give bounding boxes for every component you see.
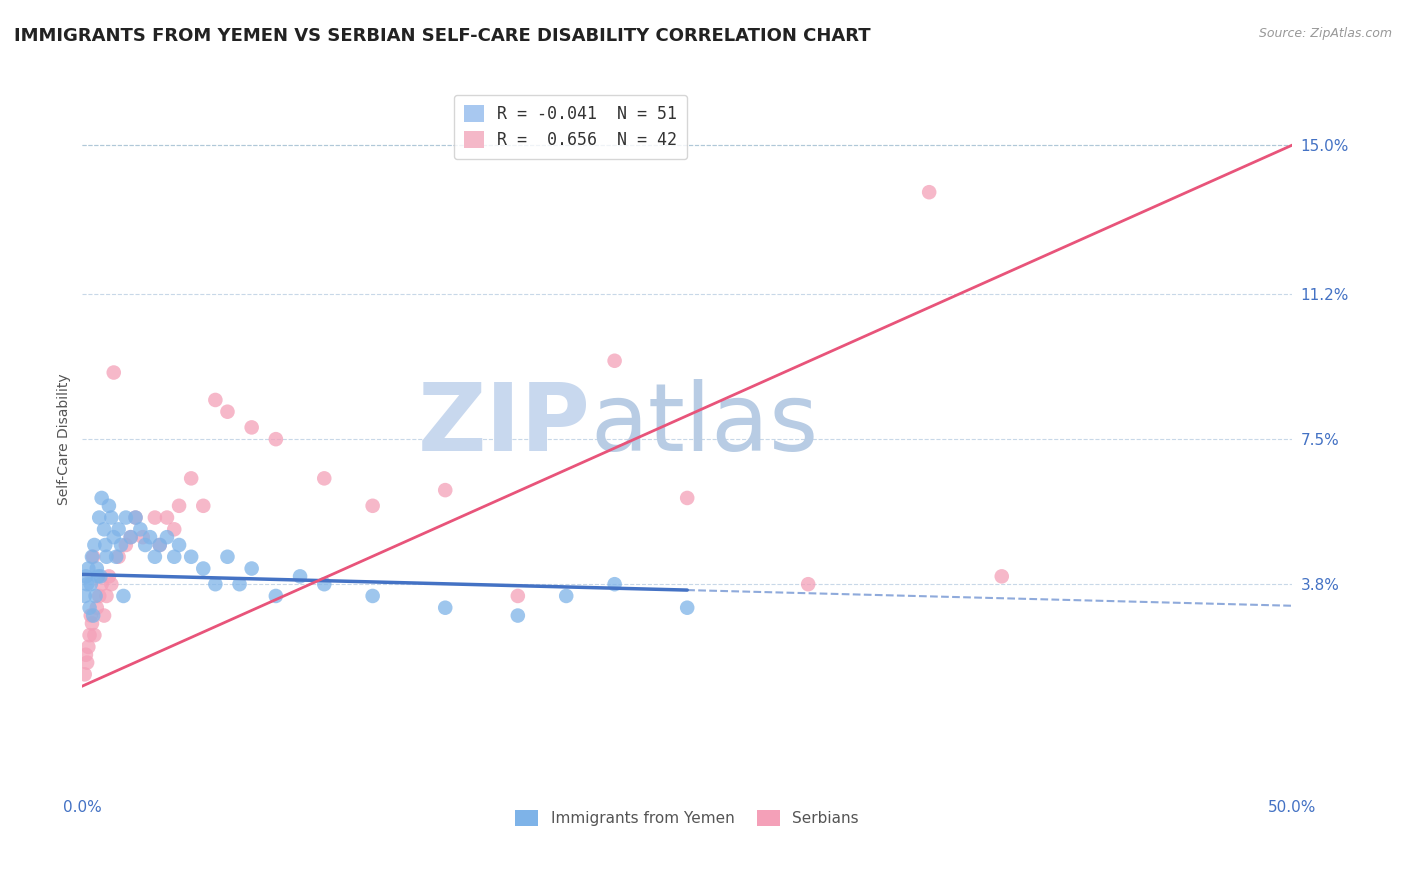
Point: [100, 577, 122, 591]
Point: [75, 648, 97, 662]
Point: [77, 561, 100, 575]
Point: [75, 569, 97, 583]
Point: [264, 432, 287, 446]
Point: [73, 667, 96, 681]
Point: [80, 577, 103, 591]
Point: [361, 589, 384, 603]
Point: [86, 561, 108, 575]
Point: [105, 549, 128, 564]
Point: [434, 600, 457, 615]
Point: [156, 530, 179, 544]
Point: [228, 577, 250, 591]
Point: [89, 569, 111, 583]
Point: [90, 491, 112, 505]
Point: [264, 589, 287, 603]
Point: [134, 538, 156, 552]
Text: atlas: atlas: [591, 379, 818, 471]
Point: [555, 589, 578, 603]
Point: [80, 549, 103, 564]
Point: [143, 510, 166, 524]
Point: [107, 522, 129, 536]
Point: [112, 589, 135, 603]
Point: [676, 600, 699, 615]
Point: [314, 471, 336, 485]
Text: Source: ZipAtlas.com: Source: ZipAtlas.com: [1258, 27, 1392, 40]
Point: [139, 530, 162, 544]
Point: [149, 538, 172, 552]
Point: [990, 569, 1012, 583]
Point: [129, 522, 152, 536]
Point: [603, 353, 626, 368]
Point: [97, 499, 120, 513]
Point: [89, 510, 111, 524]
Point: [217, 405, 239, 419]
Point: [82, 549, 104, 564]
Point: [180, 549, 202, 564]
Point: [434, 483, 457, 497]
Point: [86, 600, 108, 615]
Point: [240, 420, 263, 434]
Point: [79, 600, 101, 615]
Point: [103, 530, 125, 544]
Point: [84, 589, 107, 603]
Point: [167, 499, 190, 513]
Point: [204, 392, 226, 407]
Point: [76, 577, 98, 591]
Point: [82, 608, 104, 623]
Point: [124, 510, 146, 524]
Point: [115, 510, 138, 524]
Point: [193, 561, 215, 575]
Point: [77, 640, 100, 654]
Point: [79, 628, 101, 642]
Point: [676, 491, 699, 505]
Point: [163, 522, 186, 536]
Point: [100, 510, 122, 524]
Point: [918, 185, 941, 199]
Point: [217, 549, 239, 564]
Point: [506, 608, 529, 623]
Text: ZIP: ZIP: [418, 379, 591, 471]
Point: [107, 549, 129, 564]
Point: [87, 569, 110, 583]
Point: [76, 656, 98, 670]
Point: [96, 549, 118, 564]
Point: [603, 577, 626, 591]
Point: [110, 538, 132, 552]
Point: [73, 589, 96, 603]
Text: IMMIGRANTS FROM YEMEN VS SERBIAN SELF-CARE DISABILITY CORRELATION CHART: IMMIGRANTS FROM YEMEN VS SERBIAN SELF-CA…: [14, 27, 870, 45]
Point: [288, 569, 311, 583]
Point: [156, 510, 179, 524]
Point: [97, 569, 120, 583]
Point: [94, 538, 117, 552]
Point: [120, 530, 142, 544]
Point: [204, 577, 226, 591]
Point: [83, 538, 105, 552]
Point: [80, 616, 103, 631]
Point: [120, 530, 142, 544]
Point: [193, 499, 215, 513]
Point: [180, 471, 202, 485]
Point: [314, 577, 336, 591]
Point: [149, 538, 172, 552]
Point: [797, 577, 820, 591]
Point: [103, 366, 125, 380]
Legend: Immigrants from Yemen, Serbians: Immigrants from Yemen, Serbians: [508, 803, 866, 834]
Point: [163, 549, 186, 564]
Point: [93, 522, 115, 536]
Point: [167, 538, 190, 552]
Point: [83, 628, 105, 642]
Point: [93, 608, 115, 623]
Point: [115, 538, 138, 552]
Point: [90, 577, 112, 591]
Point: [240, 561, 263, 575]
Point: [143, 549, 166, 564]
Point: [80, 608, 103, 623]
Point: [96, 589, 118, 603]
Point: [89, 589, 111, 603]
Point: [124, 510, 146, 524]
Point: [506, 589, 529, 603]
Point: [132, 530, 155, 544]
Y-axis label: Self-Care Disability: Self-Care Disability: [58, 374, 72, 505]
Point: [361, 499, 384, 513]
